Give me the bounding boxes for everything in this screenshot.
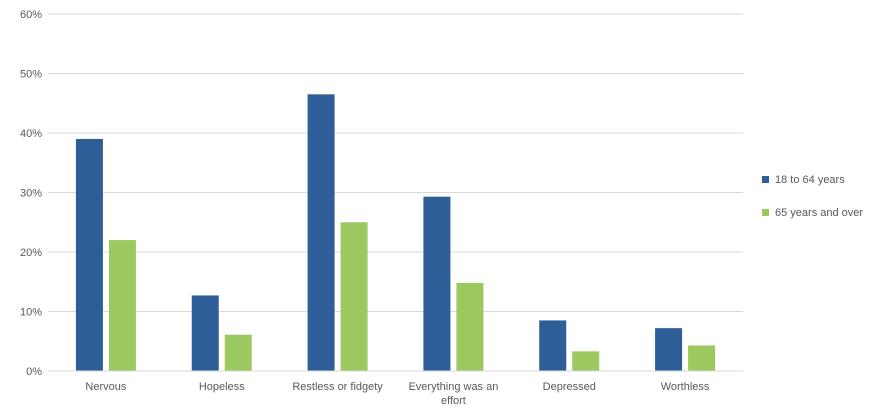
- bar-series-1: [539, 320, 567, 371]
- legend-swatch: [762, 209, 769, 216]
- y-tick-label: 20%: [20, 247, 42, 259]
- bar-series-1: [655, 328, 683, 371]
- x-category-label-line: Worthless: [661, 381, 710, 393]
- bars: [75, 94, 716, 371]
- x-category-label: Everything was an effort: [408, 381, 498, 407]
- bar-series-2: [340, 222, 368, 371]
- bar-series-2: [224, 334, 252, 371]
- y-axis-tick-labels: 0% 10% 20% 30% 40% 50% 60%: [20, 9, 42, 378]
- y-tick-label: 30%: [20, 188, 42, 200]
- x-category-label-line: Everything was an: [408, 381, 498, 393]
- bar-series-2: [456, 282, 484, 371]
- y-tick-label: 10%: [20, 307, 42, 319]
- x-category-label-line: Depressed: [543, 381, 596, 393]
- x-category-label-line: Nervous: [85, 381, 126, 393]
- x-category-label: Depressed: [543, 381, 596, 393]
- legend-label: 18 to 64 years: [775, 174, 845, 186]
- y-tick-label: 0%: [26, 366, 42, 378]
- bar-series-1: [307, 94, 335, 371]
- bar-series-1: [423, 196, 451, 371]
- bar-series-2: [108, 240, 136, 371]
- x-category-label: Restless or fidgety: [292, 381, 383, 393]
- bar-series-1: [75, 138, 103, 371]
- x-category-label-line: Restless or fidgety: [292, 381, 383, 393]
- gridlines: [48, 13, 743, 312]
- x-category-label: Nervous: [85, 381, 126, 393]
- x-category-label-line: effort: [441, 395, 466, 407]
- x-category-label-line: Hopeless: [199, 381, 245, 393]
- bar-series-2: [688, 345, 716, 371]
- x-category-label: Hopeless: [199, 381, 245, 393]
- y-tick-label: 60%: [20, 9, 42, 21]
- legend-label: 65 years and over: [775, 207, 863, 219]
- legend-swatch: [762, 176, 769, 183]
- y-tick-label: 40%: [20, 128, 42, 140]
- bar-series-2: [572, 351, 600, 371]
- bar-series-1: [191, 295, 219, 371]
- x-category-label: Worthless: [661, 381, 710, 393]
- y-tick-label: 50%: [20, 69, 42, 81]
- x-axis-category-labels: Nervous Hopeless Restless or fidgety Everyt…: [85, 381, 709, 407]
- legend: 18 to 64 years 65 years and over: [762, 174, 863, 219]
